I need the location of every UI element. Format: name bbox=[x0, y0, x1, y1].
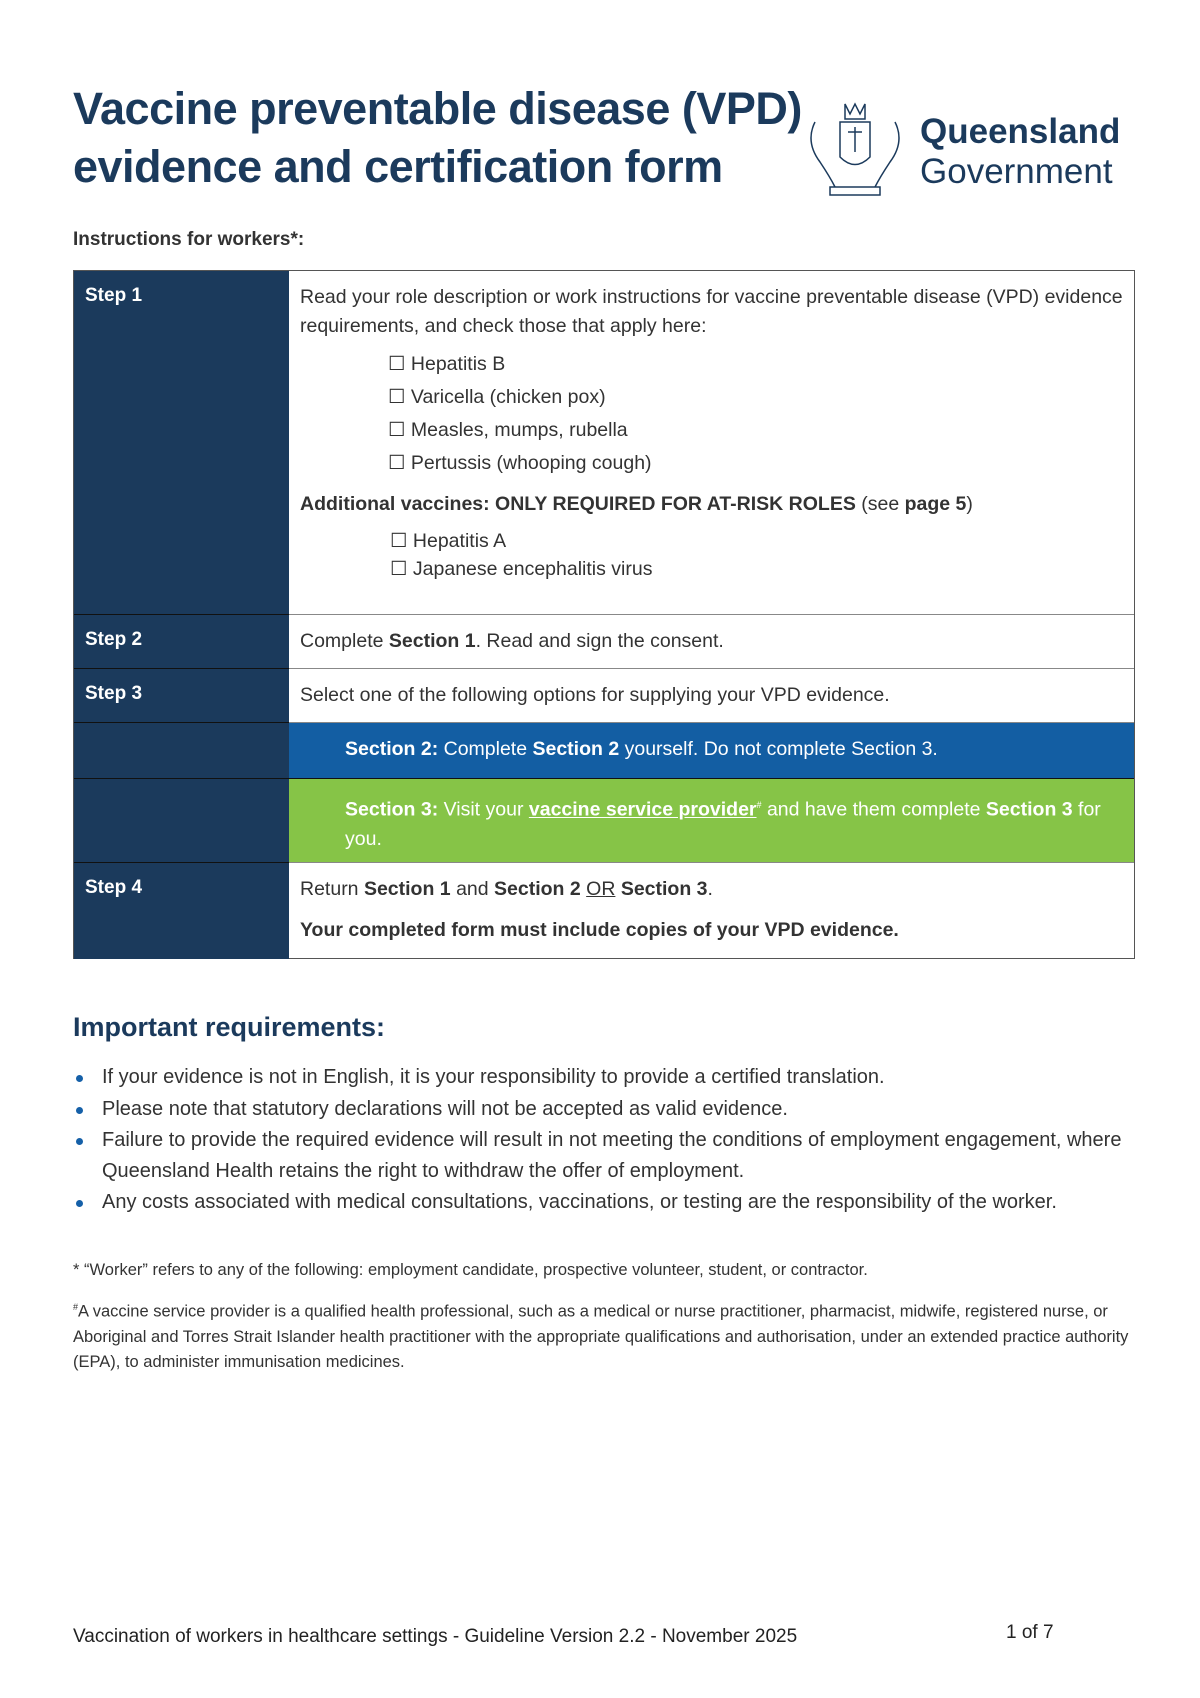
text: A vaccine service provider is a qualifie… bbox=[73, 1302, 1129, 1371]
step-4-label: Step 4 bbox=[74, 863, 289, 959]
footer-text: Vaccination of workers in healthcare set… bbox=[73, 1626, 798, 1647]
step-1-text: Read your role description or work instr… bbox=[300, 286, 1123, 337]
text: Complete bbox=[438, 738, 533, 760]
text: Complete bbox=[300, 630, 389, 652]
checkbox-hepatitis-a[interactable]: ☐ Hepatitis A bbox=[390, 530, 507, 552]
title-line: evidence and certification form bbox=[73, 141, 723, 192]
queensland-government-logo bbox=[800, 92, 1115, 202]
bold: Section 3 bbox=[620, 878, 708, 900]
see-text: (see bbox=[855, 493, 905, 515]
instructions-label: Instructions for workers*: bbox=[73, 229, 305, 250]
bold: Section 2 bbox=[532, 738, 620, 760]
checkbox-label: Measles, mumps, rubella bbox=[410, 419, 628, 441]
coat-of-arms-icon bbox=[810, 102, 900, 196]
additional-bold: Additional vaccines: ONLY REQUIRED FOR A… bbox=[300, 493, 856, 515]
section-2-option: Section 2: Complete Section 2 yourself. … bbox=[289, 723, 1134, 779]
step-4-content: Return Section 1 and Section 2 OR Sectio… bbox=[289, 863, 1134, 959]
footnote-mark: # bbox=[756, 800, 762, 810]
text: and bbox=[450, 878, 495, 900]
requirements-list: If your evidence is not in English, it i… bbox=[73, 1062, 1133, 1219]
text: for you. bbox=[345, 798, 1101, 850]
bold: Section 1 bbox=[363, 878, 451, 900]
step-2-content: Complete Section 1. Read and sign the co… bbox=[289, 615, 1134, 669]
checkbox-label: Hepatitis B bbox=[410, 353, 506, 375]
vaccine-service-provider-link[interactable]: vaccine service provider bbox=[528, 798, 757, 821]
step-4-note: Your completed form must include copies … bbox=[300, 919, 899, 941]
checkbox-mmr[interactable]: ☐ Measles, mumps, rubella bbox=[388, 419, 628, 441]
page-ref: page 5 bbox=[904, 493, 967, 515]
step-3-content: Select one of the following options for … bbox=[289, 669, 1134, 723]
requirements-heading: Important requirements: bbox=[73, 1012, 386, 1042]
bold: Section 2 bbox=[494, 878, 581, 900]
step-3-label: Step 3 bbox=[74, 669, 289, 723]
logo-text: Queensland bbox=[920, 112, 1121, 151]
step-1-label: Step 1 bbox=[74, 271, 289, 615]
provider-footnote: #A vaccine service provider is a qualifi… bbox=[73, 1295, 1133, 1375]
text: Visit your bbox=[438, 798, 529, 821]
checkbox-label: Pertussis (whooping cough) bbox=[410, 452, 652, 474]
footnote-mark: # bbox=[73, 1302, 79, 1312]
checkbox-varicella[interactable]: ☐ Varicella (chicken pox) bbox=[388, 386, 606, 408]
bold: Section 1 bbox=[388, 630, 476, 652]
steps-table: Step 1 Read your role description or wor… bbox=[73, 270, 1135, 959]
text: . bbox=[707, 878, 713, 900]
text: and have them complete bbox=[761, 798, 986, 821]
checkbox-label: Japanese encephalitis virus bbox=[412, 558, 653, 580]
checkbox-label: Hepatitis A bbox=[412, 530, 507, 552]
checkbox-label: Varicella (chicken pox) bbox=[410, 386, 606, 408]
section-3-spacer bbox=[74, 779, 289, 863]
text: . Read and sign the consent. bbox=[475, 630, 724, 652]
step-2-label: Step 2 bbox=[74, 615, 289, 669]
checkbox-hepatitis-b[interactable]: ☐ Hepatitis B bbox=[388, 353, 506, 375]
section-2-spacer bbox=[74, 723, 289, 779]
paren: ) bbox=[966, 493, 973, 515]
or: OR bbox=[586, 878, 616, 900]
bold: Section 3 bbox=[985, 798, 1073, 821]
additional-vaccines-note: Additional vaccines: ONLY REQUIRED FOR A… bbox=[300, 490, 1123, 519]
text: Return bbox=[300, 878, 364, 900]
list-item: Any costs associated with medical consul… bbox=[73, 1187, 1133, 1218]
checkbox-pertussis[interactable]: ☐ Pertussis (whooping cough) bbox=[388, 452, 652, 474]
worker-footnote: * “Worker” refers to any of the followin… bbox=[73, 1261, 868, 1279]
checkbox-japanese-encephalitis[interactable]: ☐ Japanese encephalitis virus bbox=[390, 558, 653, 580]
text: yourself. Do not complete Section 3. bbox=[619, 738, 938, 760]
list-item: Please note that statutory declarations … bbox=[73, 1094, 1133, 1125]
page-number: 1 of 7 bbox=[1006, 1622, 1054, 1643]
step-1-content: Read your role description or work instr… bbox=[289, 271, 1134, 615]
page-title: Vaccine preventable disease (VPD) evidenc… bbox=[73, 80, 802, 196]
bold: Section 2: bbox=[345, 738, 439, 760]
list-item: If your evidence is not in English, it i… bbox=[73, 1062, 1133, 1093]
bold: Section 3: bbox=[345, 798, 439, 821]
section-3-option: Section 3: Visit your vaccine service pr… bbox=[289, 779, 1134, 863]
title-line: Vaccine preventable disease (VPD) bbox=[73, 83, 802, 134]
list-item: Failure to provide the required evidence… bbox=[73, 1125, 1133, 1186]
logo-text: Government bbox=[920, 152, 1113, 191]
